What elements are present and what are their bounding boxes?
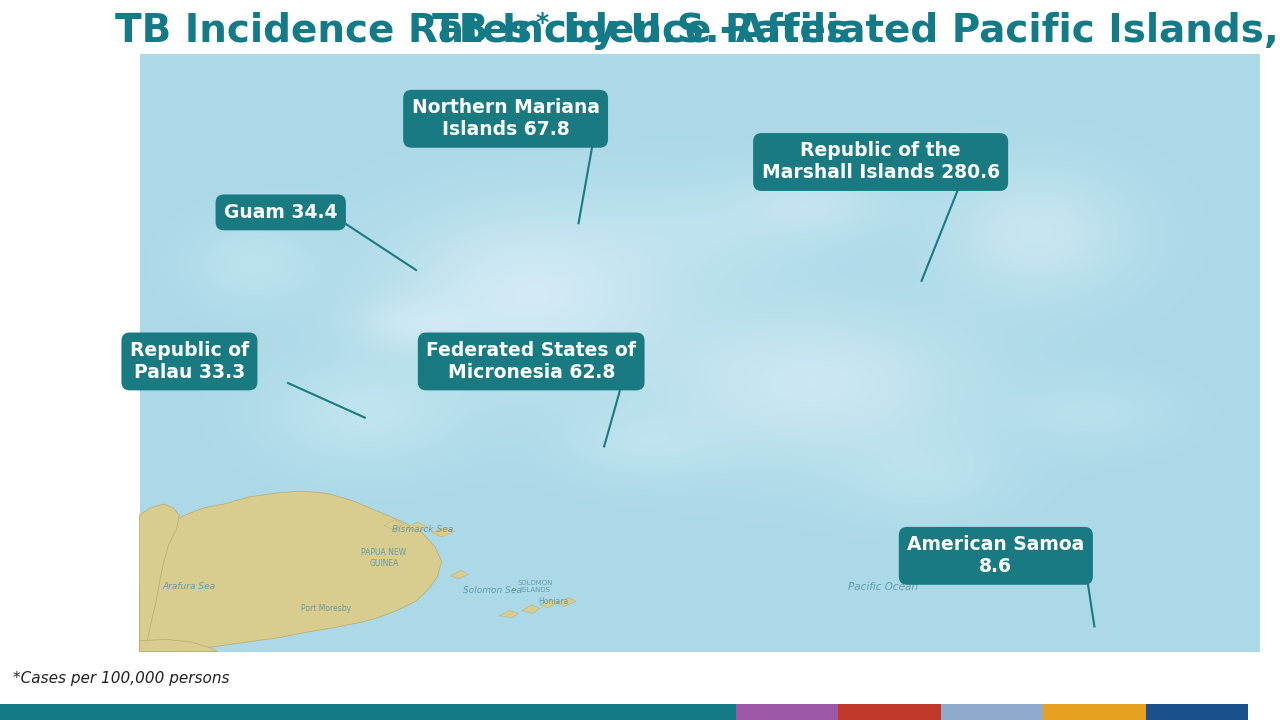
Polygon shape	[557, 598, 576, 606]
Bar	[736, 704, 838, 720]
Polygon shape	[451, 570, 468, 579]
Text: Port Moresby: Port Moresby	[301, 604, 352, 613]
Text: Arafura Sea: Arafura Sea	[163, 582, 216, 591]
Text: Guam 34.4: Guam 34.4	[224, 203, 338, 222]
Text: *: *	[536, 11, 549, 35]
Polygon shape	[140, 504, 179, 652]
Text: by U.S.-Affiliated Pacific Islands, 2021: by U.S.-Affiliated Pacific Islands, 2021	[550, 12, 1280, 50]
Text: Northern Mariana
Islands 67.8: Northern Mariana Islands 67.8	[412, 99, 599, 139]
Bar	[1043, 704, 1146, 720]
Text: Republic of
Palau 33.3: Republic of Palau 33.3	[129, 341, 250, 382]
Polygon shape	[140, 491, 442, 652]
Polygon shape	[499, 611, 518, 618]
Text: TB Incidence Rates: TB Incidence Rates	[115, 12, 532, 50]
Text: PAPUA NEW
GUINEA: PAPUA NEW GUINEA	[361, 549, 407, 567]
Bar	[1146, 704, 1248, 720]
Bar	[0, 704, 736, 720]
Text: Solomon Sea: Solomon Sea	[463, 586, 522, 595]
Text: Pacific Ocean: Pacific Ocean	[849, 582, 918, 592]
Bar	[838, 704, 941, 720]
Text: American Samoa
8.6: American Samoa 8.6	[908, 536, 1084, 576]
Polygon shape	[433, 527, 454, 537]
Text: SOLOMON
ISLANDS: SOLOMON ISLANDS	[517, 580, 553, 593]
Text: Honiara: Honiara	[538, 597, 568, 606]
Polygon shape	[384, 520, 404, 530]
Text: *Cases per 100,000 persons: *Cases per 100,000 persons	[13, 671, 229, 685]
Text: Republic of the
Marshall Islands 280.6: Republic of the Marshall Islands 280.6	[762, 142, 1000, 182]
Bar	[941, 704, 1043, 720]
Polygon shape	[140, 639, 218, 652]
Text: TB Incidence Rates: TB Incidence Rates	[431, 12, 849, 50]
Polygon shape	[522, 605, 540, 613]
Text: Federated States of
Micronesia 62.8: Federated States of Micronesia 62.8	[426, 341, 636, 382]
Polygon shape	[407, 522, 428, 532]
Text: Bismarck Sea: Bismarck Sea	[392, 525, 453, 534]
Polygon shape	[540, 599, 558, 608]
